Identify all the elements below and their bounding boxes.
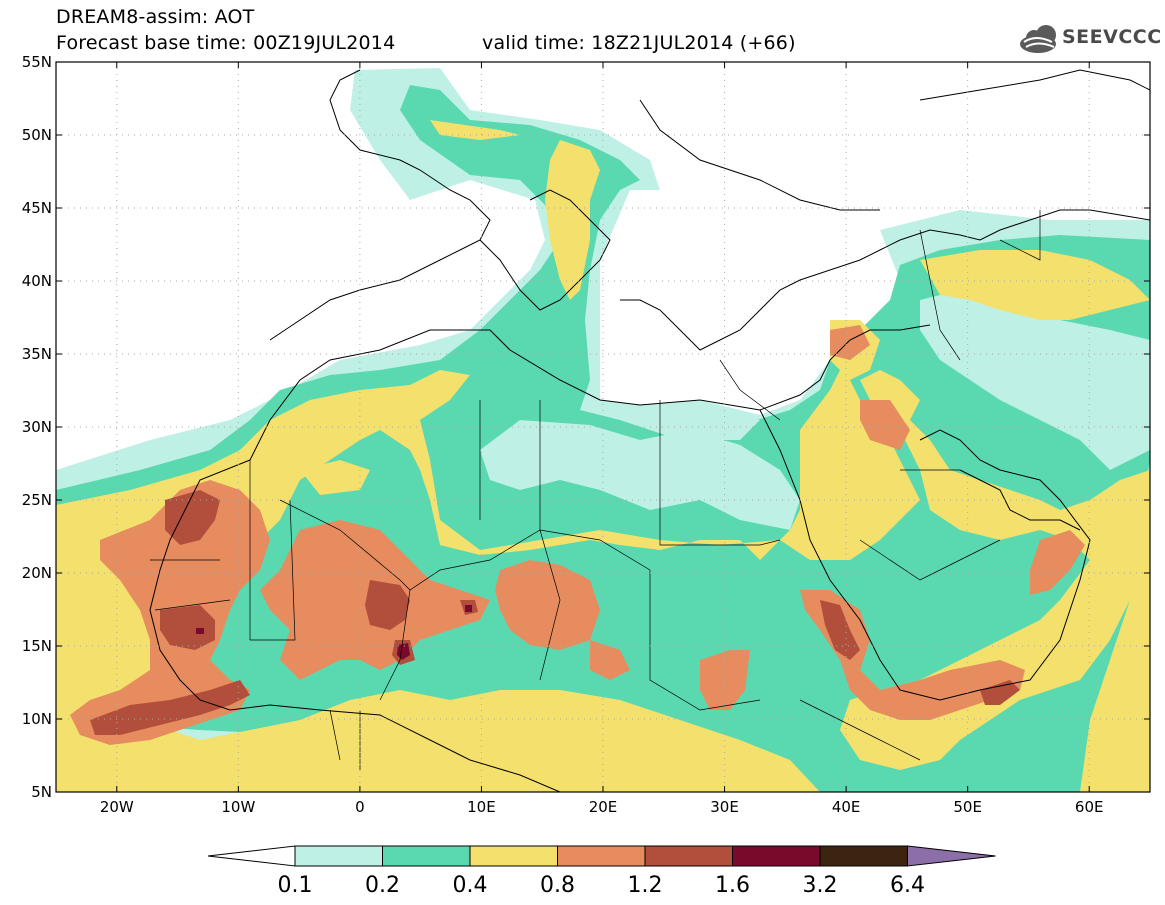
colorbar (207, 845, 996, 867)
lon-label: 50E (953, 798, 982, 816)
lat-label: 25N (22, 491, 52, 509)
lat-label: 5N (31, 783, 52, 801)
lat-label: 15N (22, 637, 52, 655)
longitude-labels: 20W 10W 0 10E 20E 30E 40E 50E 60E (100, 798, 1104, 816)
lat-label: 30N (22, 418, 52, 436)
lat-label: 45N (22, 199, 52, 217)
seevccc-logo (1020, 25, 1056, 53)
lon-label: 40E (832, 798, 861, 816)
grid-lines (56, 62, 1150, 792)
lat-label: 40N (22, 272, 52, 290)
colorbar-labels: 0.1 0.2 0.4 0.8 1.2 1.6 3.2 6.4 (278, 873, 926, 898)
lon-label: 60E (1075, 798, 1104, 816)
colorbar-level-label: 3.2 (803, 873, 838, 898)
colorbar-swatch (644, 845, 733, 867)
lon-label: 10E (467, 798, 496, 816)
colorbar-swatch (294, 845, 383, 867)
logo-text: SEEVCCC (1062, 26, 1162, 48)
aot-contour-1.6 (196, 605, 472, 660)
colorbar-swatch (469, 845, 558, 867)
colorbar-level-label: 0.8 (540, 873, 575, 898)
colorbar-level-label: 0.2 (365, 873, 400, 898)
cloud-icon (1020, 25, 1056, 53)
lat-label: 55N (22, 53, 52, 71)
colorbar-swatch (557, 845, 646, 867)
colorbar-swatch (382, 845, 471, 867)
lon-label: 30E (710, 798, 739, 816)
colorbar-level-label: 1.2 (628, 873, 663, 898)
colorbar-swatch (732, 845, 821, 867)
lon-label: 20E (589, 798, 618, 816)
lon-label: 20W (100, 798, 134, 816)
lat-label: 20N (22, 564, 52, 582)
colorbar-level-label: 6.4 (890, 873, 925, 898)
country-borders (150, 210, 1041, 770)
colorbar-level-label: 1.6 (715, 873, 750, 898)
title-base-time: Forecast base time: 00Z19JUL2014 (56, 32, 396, 54)
lon-label: 10W (221, 798, 255, 816)
latitude-labels: 55N 50N 45N 40N 35N 30N 25N 20N 15N 10N 5N (22, 53, 52, 801)
coastlines (149, 69, 1150, 792)
title-valid-time: valid time: 18Z21JUL2014 (+66) (482, 32, 796, 54)
lat-label: 50N (22, 126, 52, 144)
lat-label: 10N (22, 710, 52, 728)
aot-contour-1.2 (90, 490, 1020, 735)
colorbar-arrow-high (907, 845, 996, 867)
lat-label: 35N (22, 345, 52, 363)
colorbar-level-label: 0.1 (278, 873, 313, 898)
colorbar-level-label: 0.4 (453, 873, 488, 898)
lon-label: 0 (355, 798, 365, 816)
title-line-1: DREAM8-assim: AOT (56, 6, 255, 28)
colorbar-arrow-low (207, 845, 296, 867)
colorbar-swatch (819, 845, 908, 867)
axis-ticks (56, 61, 1150, 793)
